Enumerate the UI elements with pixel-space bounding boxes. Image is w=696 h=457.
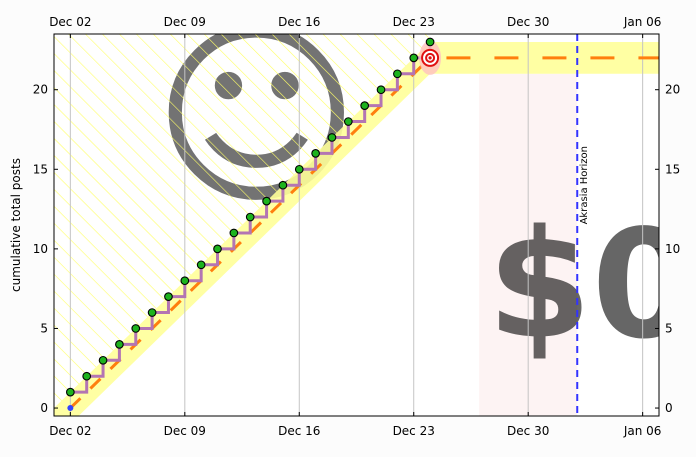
y-tick-label: 10 [33, 242, 48, 256]
watermark-text: $0 [487, 198, 696, 372]
y-tick-label-right: 5 [665, 321, 673, 335]
data-point [311, 149, 320, 158]
data-point [327, 133, 337, 142]
data-point [115, 340, 124, 349]
x-tick-label-top: Jan 06 [623, 15, 662, 29]
x-tick-label-top: Dec 02 [49, 15, 91, 29]
data-point [98, 355, 108, 365]
start-point [67, 405, 74, 412]
y-tick-label: 5 [40, 321, 48, 335]
data-point [196, 260, 206, 270]
plot-frame [53, 33, 660, 417]
y-tick-label: 15 [33, 162, 48, 176]
x-tick-label: Dec 02 [49, 424, 91, 438]
data-point [180, 276, 190, 286]
data-point [66, 387, 75, 397]
data-point [294, 164, 304, 174]
x-tick-label: Dec 16 [278, 424, 320, 438]
x-tick-label: Dec 23 [393, 424, 435, 438]
data-point [278, 180, 288, 190]
y-tick-label-right: 15 [665, 162, 680, 176]
x-tick-label-top: Dec 30 [507, 15, 549, 29]
akrasia-horizon-label: Akrasia Horizon [579, 146, 590, 224]
data-point [131, 324, 141, 333]
data-point [147, 308, 157, 317]
data-point [262, 196, 271, 206]
yellow-brick-road [54, 41, 659, 416]
data-point [360, 101, 370, 110]
y-tick-label-right: 10 [665, 242, 680, 256]
data-point [213, 244, 222, 254]
y-tick-label-right: 20 [665, 83, 680, 97]
data-point [245, 212, 255, 222]
x-tick-label-top: Dec 09 [164, 15, 206, 29]
x-tick-label-top: Dec 23 [393, 15, 435, 29]
data-point [343, 117, 353, 126]
data-point [425, 37, 435, 47]
data-point [82, 371, 92, 381]
data-point [164, 292, 173, 301]
bullseye-ring [428, 56, 432, 60]
y-tick-label: 0 [40, 401, 48, 415]
data-point [229, 228, 239, 238]
y-tick-label: 20 [33, 83, 48, 97]
x-tick-label-top: Dec 16 [278, 15, 320, 29]
x-tick-label: Jan 06 [623, 424, 662, 438]
data-point [393, 69, 402, 79]
y-axis-label: cumulative total posts [9, 158, 23, 292]
data-point [409, 53, 419, 63]
data-point [376, 85, 386, 95]
x-tick-label: Dec 09 [164, 424, 206, 438]
y-tick-label-right: 0 [665, 401, 673, 415]
x-tick-label: Dec 30 [507, 424, 549, 438]
hatched-region [54, 34, 431, 409]
